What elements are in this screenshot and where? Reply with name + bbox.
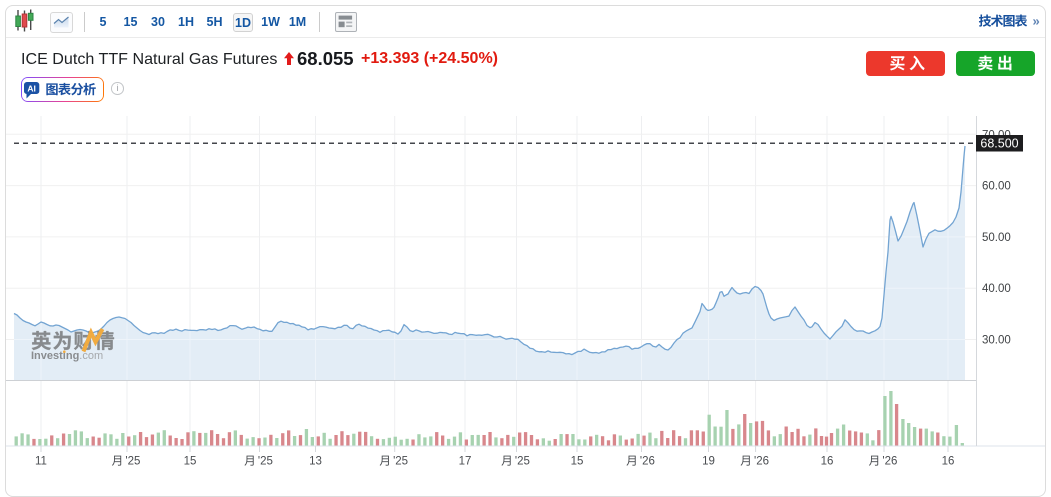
- svg-text:Investing.com: Investing.com: [31, 350, 103, 362]
- svg-text:'26: '26: [754, 456, 769, 468]
- svg-text:'25: '25: [125, 456, 140, 468]
- svg-text:40.00: 40.00: [982, 283, 1011, 295]
- svg-text:'25: '25: [258, 456, 273, 468]
- svg-text:30.00: 30.00: [982, 335, 1011, 347]
- svg-text:'25: '25: [515, 456, 530, 468]
- svg-text:19: 19: [702, 456, 715, 468]
- svg-text:50.00: 50.00: [982, 232, 1011, 244]
- svg-text:60.00: 60.00: [982, 181, 1011, 193]
- svg-text:17: 17: [459, 456, 472, 468]
- svg-text:15: 15: [571, 456, 584, 468]
- svg-text:'25: '25: [393, 456, 408, 468]
- svg-text:13: 13: [309, 456, 322, 468]
- svg-text:16: 16: [942, 456, 955, 468]
- svg-text:15: 15: [184, 456, 197, 468]
- svg-text:68.500: 68.500: [980, 137, 1018, 151]
- svg-text:»: »: [1033, 14, 1040, 29]
- svg-text:'26: '26: [882, 456, 897, 468]
- svg-text:11: 11: [35, 456, 47, 468]
- svg-text:AI: AI: [27, 83, 36, 93]
- svg-text:16: 16: [821, 456, 834, 468]
- svg-text:'26: '26: [640, 456, 655, 468]
